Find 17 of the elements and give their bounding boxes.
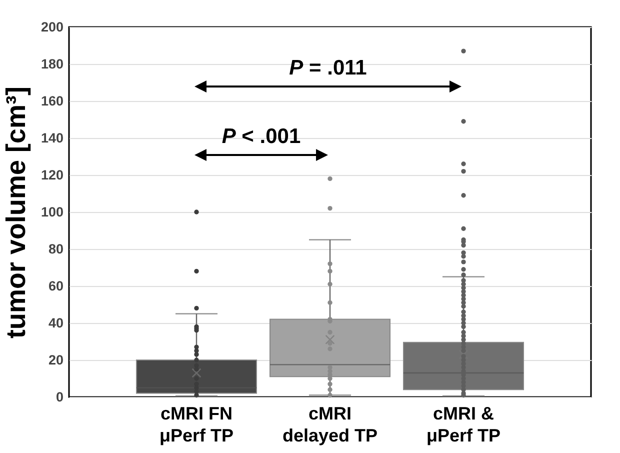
- y-tick-label: 80: [48, 242, 64, 256]
- y-tick-label: 20: [48, 352, 64, 368]
- y-tick-label: 200: [40, 20, 64, 34]
- y-tick-label: 180: [40, 56, 64, 72]
- y-tick-label: 140: [40, 130, 64, 146]
- y-tick-label: 160: [40, 94, 64, 108]
- y-tick-label: 60: [48, 278, 64, 294]
- y-tick-label: 100: [40, 204, 64, 220]
- annotation: P = .011: [289, 56, 368, 80]
- y-tick-label: 40: [48, 316, 64, 330]
- annotation: P < .001: [222, 125, 301, 148]
- x-tick-label: cMRI & μPerf TP: [426, 404, 501, 446]
- x-tick-label: cMRI delayed TP: [282, 404, 378, 446]
- y-tick-label: 0: [56, 390, 64, 404]
- x-tick-label: cMRI FN μPerf TP: [159, 404, 234, 446]
- y-axis-title: tumor volume [cm³]: [0, 86, 31, 339]
- y-tick-label: 120: [40, 168, 64, 182]
